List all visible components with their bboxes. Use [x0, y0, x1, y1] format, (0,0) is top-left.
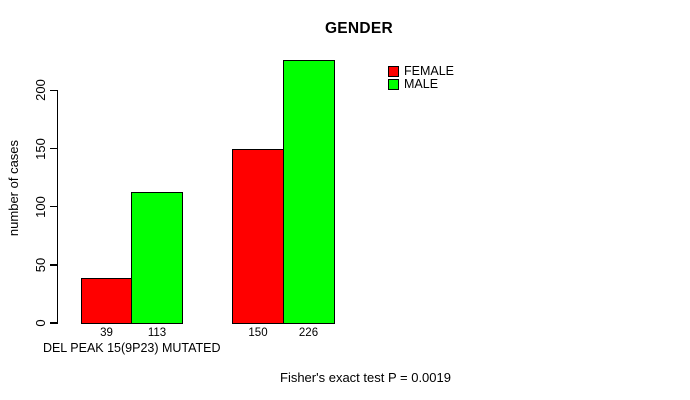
legend: FEMALE MALE	[388, 65, 454, 91]
bar-male-group1	[131, 191, 183, 325]
legend-label-female: FEMALE	[404, 64, 455, 78]
legend-label-male: MALE	[404, 77, 439, 91]
bar-value-label: 226	[298, 327, 319, 339]
legend-swatch-male	[388, 79, 399, 90]
bar-value-label: 150	[248, 327, 268, 339]
legend-swatch-female	[388, 66, 399, 77]
category-label: DEL PEAK 15(9P23) MUTATED	[42, 341, 221, 355]
y-tick-label: 100	[33, 195, 48, 218]
stat-test-annotation: Fisher's exact test P = 0.0019	[280, 370, 451, 385]
y-axis-line	[56, 89, 58, 324]
bar-female-group1	[80, 277, 133, 325]
bar-male-group2	[282, 60, 335, 325]
chart-title: GENDER	[324, 20, 394, 37]
y-tick	[49, 147, 57, 150]
bar-value-label: 39	[100, 327, 113, 339]
y-tick-label: 150	[33, 137, 48, 160]
legend-item-male: MALE	[388, 78, 454, 91]
legend-item-female: FEMALE	[388, 65, 454, 78]
y-tick-label: 0	[33, 319, 48, 327]
y-tick	[49, 205, 57, 208]
y-tick	[49, 322, 57, 324]
y-tick-label: 50	[33, 257, 48, 273]
bar-female-group2	[232, 148, 284, 325]
bar-value-label: 113	[147, 327, 167, 339]
y-tick	[49, 264, 57, 266]
y-tick-label: 200	[33, 79, 48, 102]
y-tick	[49, 89, 57, 92]
